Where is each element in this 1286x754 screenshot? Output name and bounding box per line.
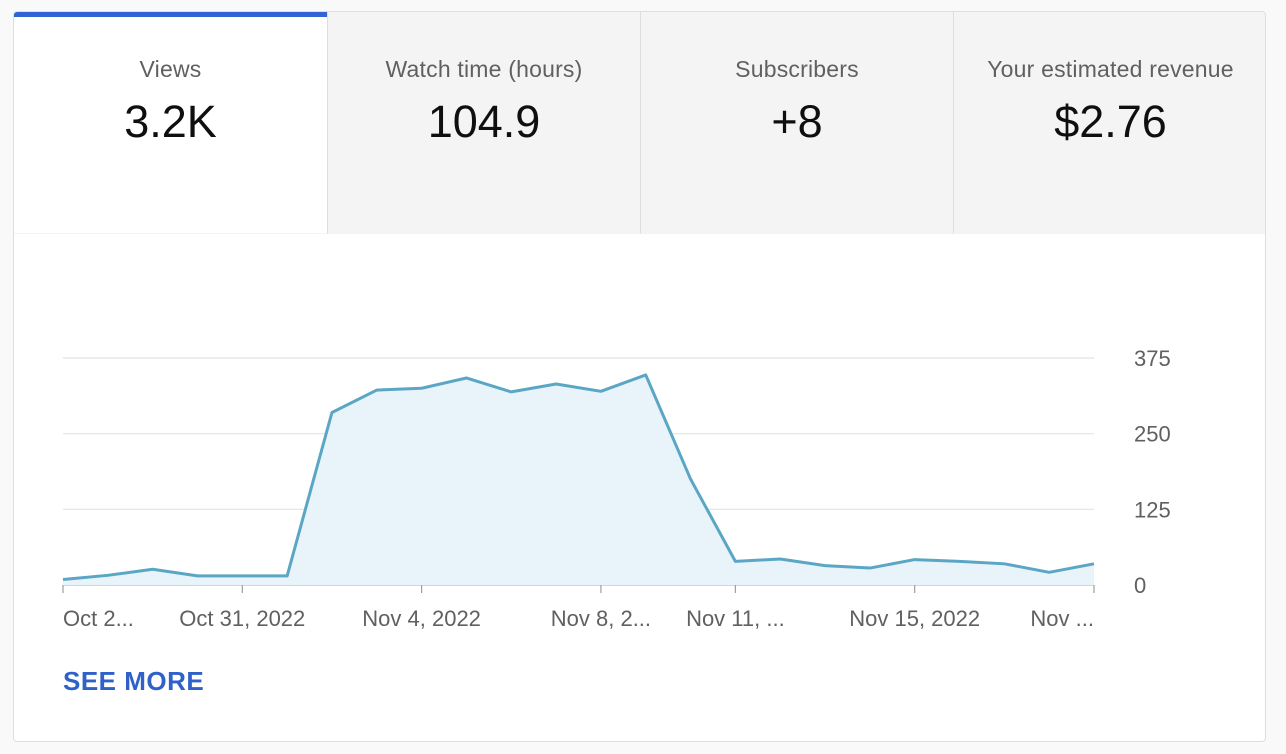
- x-tick-label: Oct 31, 2022: [179, 606, 305, 631]
- y-tick-label: 375: [1134, 346, 1171, 371]
- tab-estimated-revenue-label: Your estimated revenue: [987, 56, 1234, 82]
- x-tick-label: Nov ...: [1030, 606, 1094, 631]
- views-series-line: [62, 373, 1095, 582]
- tab-subscribers-value: +8: [771, 96, 823, 147]
- tab-watch-time-value: 104.9: [427, 96, 541, 147]
- x-tick-label: Nov 11, ...: [686, 606, 785, 631]
- y-tick-label: 0: [1134, 573, 1146, 598]
- views-chart-svg: 0 125 250 375 Oct 2... Oct 31, 2022 Nov 4, 202…: [62, 346, 1171, 631]
- tab-watch-time[interactable]: Watch time (hours) 104.9: [327, 12, 640, 234]
- tab-subscribers-label: Subscribers: [735, 56, 859, 82]
- x-tick-label: Nov 15, 2022: [849, 606, 980, 631]
- x-tick-label: Oct 2...: [63, 606, 134, 631]
- area-fill: [63, 374, 1094, 585]
- tab-views[interactable]: Views 3.2K: [14, 12, 327, 234]
- analytics-card: Views 3.2K Watch time (hours) 104.9 Subs…: [13, 11, 1266, 742]
- see-more-link[interactable]: SEE MORE: [63, 666, 205, 696]
- tab-watch-time-label: Watch time (hours): [385, 56, 583, 82]
- y-tick-label: 250: [1134, 422, 1171, 447]
- views-chart: 0 125 250 375 Oct 2... Oct 31, 2022 Nov 4, 202…: [14, 234, 1265, 654]
- y-tick-label: 125: [1134, 497, 1171, 522]
- tab-estimated-revenue[interactable]: Your estimated revenue $2.76: [953, 12, 1265, 234]
- tab-views-value: 3.2K: [124, 96, 217, 147]
- x-tick-label: Nov 8, 2...: [551, 606, 651, 631]
- active-tab-indicator: [14, 12, 327, 17]
- metric-tabs: Views 3.2K Watch time (hours) 104.9 Subs…: [14, 12, 1265, 234]
- tab-subscribers[interactable]: Subscribers +8: [640, 12, 953, 234]
- tab-views-label: Views: [139, 56, 202, 82]
- x-tick-label: Nov 4, 2022: [362, 606, 481, 631]
- tab-estimated-revenue-value: $2.76: [1054, 96, 1167, 147]
